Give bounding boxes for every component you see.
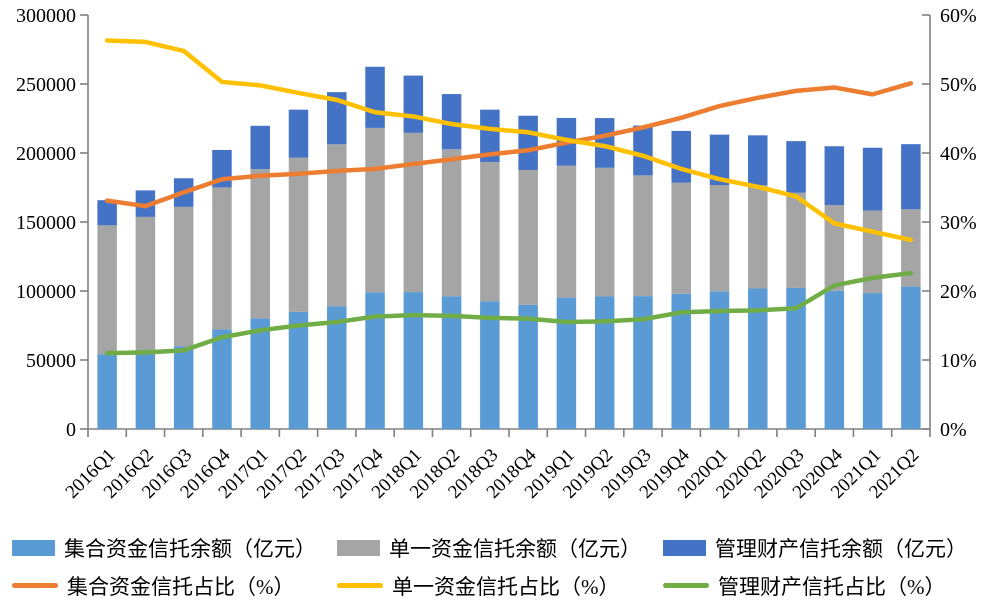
collective-balance-bar	[97, 354, 117, 429]
legend-label-single-share: 单一资金信托占比（%）	[392, 574, 620, 599]
legend-item-property-balance: 管理财产信托余额（亿元）	[663, 534, 984, 561]
property-balance-bar	[327, 92, 347, 145]
collective-balance-swatch-icon	[12, 539, 55, 556]
right-axis-tick-label: 30%	[940, 212, 977, 234]
single-balance-bar	[441, 149, 462, 297]
single-balance-bar	[480, 161, 500, 302]
property-balance-bar	[518, 115, 538, 170]
property-balance-swatch-icon	[663, 539, 706, 556]
collective-balance-bar	[441, 296, 462, 429]
collective-balance-bar	[250, 318, 270, 429]
single-balance-bar	[748, 185, 768, 289]
single-balance-bar	[556, 165, 577, 298]
single-balance-bar	[97, 225, 117, 355]
property-balance-bar	[250, 125, 270, 170]
single-balance-bar	[633, 175, 653, 297]
single-balance-bar	[901, 209, 921, 287]
collective-balance-bar	[594, 296, 615, 429]
property-balance-bar	[824, 146, 845, 206]
property-balance-bar	[365, 66, 385, 128]
collective-balance-bar	[901, 286, 921, 429]
single-balance-bar	[135, 216, 156, 352]
legend-item-collective-balance: 集合资金信托余额（亿元）	[12, 534, 337, 561]
collective-balance-bar	[633, 296, 653, 429]
collective-balance-bar	[709, 291, 730, 429]
right-axis-tick-label: 10%	[940, 350, 977, 372]
legend-label-collective-balance: 集合资金信托余额（亿元）	[64, 536, 316, 561]
collective-balance-bar	[327, 306, 347, 429]
single-balance-bar	[403, 132, 424, 293]
collective-balance-bar	[862, 293, 883, 429]
collective-balance-bar	[135, 351, 156, 429]
single-share-line	[104, 38, 914, 243]
collective-balance-bar	[212, 329, 232, 429]
single-share-line-swatch-icon	[337, 583, 383, 588]
legend-label-single-balance: 单一资金信托余额（亿元）	[389, 536, 641, 561]
y-axis-tick-label: 200000	[16, 143, 76, 165]
single-balance-bar	[327, 144, 347, 307]
legend-item-single-balance: 单一资金信托余额（亿元）	[337, 534, 663, 561]
property-share-line-swatch-icon	[663, 583, 709, 588]
legend-label-property-share: 管理财产信托占比（%）	[718, 574, 946, 599]
property-balance-bar	[288, 109, 309, 158]
single-balance-bar	[594, 167, 615, 297]
collective-balance-bar	[288, 311, 309, 429]
right-axis-tick-label: 40%	[940, 143, 977, 165]
legend-item-property-share: 管理财产信托占比（%）	[663, 572, 984, 599]
single-balance-bar	[212, 187, 232, 330]
collective-balance-bar	[403, 292, 424, 429]
collective-balance-bar	[365, 292, 385, 429]
legend-label-property-balance: 管理财产信托余额（亿元）	[715, 536, 967, 561]
single-balance-bar	[671, 182, 691, 294]
property-balance-bar	[786, 141, 806, 193]
y-axis-tick-label: 50000	[26, 350, 76, 372]
y-axis-tick-label: 300000	[16, 5, 76, 27]
single-balance-swatch-icon	[337, 539, 380, 556]
y-axis-tick-label: 250000	[16, 74, 76, 96]
property-balance-bar	[709, 134, 730, 186]
collective-balance-bar	[480, 301, 500, 429]
collective-balance-bar	[671, 293, 691, 429]
property-balance-bar	[901, 144, 921, 210]
collective-balance-bar	[748, 288, 768, 429]
single-balance-bar	[250, 169, 270, 319]
right-axis-tick-label: 20%	[940, 281, 977, 303]
property-balance-bar	[97, 200, 117, 226]
legend-item-collective-share: 集合资金信托占比（%）	[12, 572, 337, 599]
chart-plot-area: 0 0% 50000 10% 100000 20% 150000 30% 200000 40% 25…	[16, 5, 977, 503]
legend-label-collective-share: 集合资金信托占比（%）	[67, 574, 295, 599]
property-balance-bar	[594, 118, 615, 168]
collective-share-line-swatch-icon	[12, 583, 58, 588]
right-axis-tick-label: 60%	[940, 5, 977, 27]
property-balance-bar	[671, 130, 691, 183]
chart-legend: 集合资金信托余额（亿元） 单一资金信托余额（亿元） 管理财产信托余额（亿元） 集…	[12, 534, 984, 599]
single-balance-bar	[786, 192, 806, 288]
legend-item-single-share: 单一资金信托占比（%）	[337, 572, 663, 599]
right-axis-tick-label: 0%	[940, 419, 967, 441]
collective-balance-bar	[173, 346, 194, 429]
y-axis-tick-label: 0	[66, 419, 76, 441]
property-balance-bar	[441, 94, 462, 150]
property-balance-bar	[862, 147, 883, 211]
collective-balance-bar	[518, 304, 538, 429]
collective-balance-bar	[786, 287, 806, 429]
collective-balance-bar	[556, 297, 577, 429]
single-balance-bar	[288, 157, 309, 312]
collective-balance-bar	[824, 290, 845, 429]
collective-share-line	[104, 81, 914, 209]
single-balance-bar	[173, 206, 194, 347]
property-balance-bar	[403, 75, 424, 133]
y-axis-tick-label: 100000	[16, 281, 76, 303]
right-axis-tick-label: 50%	[940, 74, 977, 96]
property-balance-bar	[748, 135, 768, 186]
y-axis-tick-label: 150000	[16, 212, 76, 234]
property-balance-bar	[135, 190, 156, 217]
single-balance-bar	[709, 185, 730, 292]
single-balance-bar	[518, 169, 538, 305]
property-balance-bar	[480, 109, 500, 162]
single-balance-bar	[365, 127, 385, 293]
property-share-line	[104, 270, 914, 356]
property-balance-bar	[633, 125, 653, 176]
